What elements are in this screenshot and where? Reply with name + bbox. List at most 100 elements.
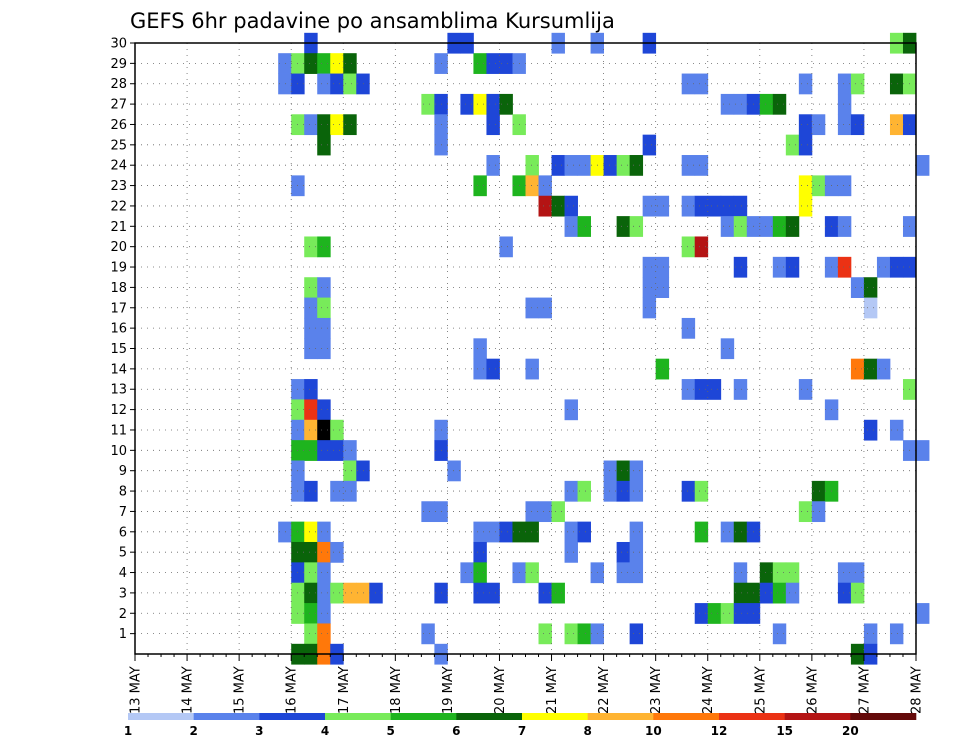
heatmap-cell (317, 277, 331, 298)
heatmap-cell (304, 297, 318, 319)
heatmap-cell (720, 603, 735, 624)
y-tick-label: 15 (110, 342, 127, 357)
heatmap-cell (538, 297, 552, 319)
heatmap-cell (525, 562, 539, 584)
legend-swatch (719, 713, 785, 720)
x-tick-label: 27 MAY (857, 666, 872, 714)
legend-label: 20 (842, 724, 859, 738)
legend-swatch (587, 713, 654, 720)
y-tick-label: 12 (110, 403, 127, 418)
heatmap-cell (304, 317, 318, 339)
heatmap-cell (577, 623, 591, 645)
heatmap-cell (577, 480, 591, 502)
y-tick-label: 30 (110, 37, 127, 52)
heatmap-cell (616, 541, 631, 563)
heatmap-cell (577, 216, 591, 237)
heatmap-cell (564, 541, 578, 563)
legend-label: 8 (583, 724, 591, 738)
heatmap-cell (486, 114, 500, 136)
heatmap-cell (551, 195, 565, 217)
heatmap-cell (798, 114, 813, 136)
heatmap-cell (850, 582, 865, 604)
heatmap-cell (798, 195, 813, 217)
heatmap-cell (694, 73, 709, 95)
x-tick-label: 28 MAY (910, 666, 925, 714)
heatmap-cell (629, 562, 644, 584)
heatmap-cell (681, 317, 696, 339)
heatmap-cell (642, 297, 657, 319)
heatmap-cell (369, 582, 383, 604)
heatmap-cell (343, 73, 357, 95)
heatmap-cell (759, 93, 774, 115)
heatmap-cell (694, 480, 709, 502)
heatmap-cell (304, 277, 318, 298)
heatmap-cell (629, 155, 644, 176)
heatmap-cell (916, 603, 930, 624)
heatmap-cell (863, 623, 878, 645)
heatmap-cell (889, 256, 904, 278)
heatmap-cell (486, 53, 500, 74)
heatmap-cell (278, 73, 292, 95)
heatmap-cell (330, 440, 344, 461)
heatmap-cell (785, 134, 800, 156)
y-tick-label: 18 (110, 281, 127, 296)
heatmap-cell (564, 623, 578, 645)
heatmap-cell (304, 419, 318, 441)
heatmap-cell (317, 440, 331, 461)
legend-label: 1 (124, 724, 132, 738)
x-axis-ticks: 13 MAY 14 MAY 15 MAY 16 MAY 17 MAY 18 MAY 19 M… (129, 654, 925, 714)
heatmap-cell (759, 582, 774, 604)
heatmap-cell (694, 379, 709, 400)
heatmap-cell (876, 358, 891, 380)
y-tick-label: 2 (119, 607, 127, 622)
heatmap-cell (733, 93, 748, 115)
heatmap-cell (304, 338, 318, 360)
heatmap-cell (317, 297, 331, 319)
heatmap-cell (447, 460, 461, 482)
heatmap-cell (564, 521, 578, 543)
heatmap-cell (694, 603, 709, 624)
heatmap-cell (694, 195, 709, 217)
x-tick-label: 15 MAY (233, 666, 248, 714)
heatmap-cell (772, 623, 787, 645)
heatmap-cell (499, 521, 513, 543)
heatmap-cell (330, 419, 344, 441)
y-tick-label: 11 (110, 423, 127, 438)
legend-swatch (653, 713, 720, 720)
heatmap-cell (304, 114, 318, 136)
legend-swatch (522, 713, 588, 720)
heatmap-cell (564, 155, 578, 176)
heatmap-cell (304, 521, 318, 543)
heatmap-cell (317, 582, 331, 604)
heatmap-cell (317, 317, 331, 339)
legend-swatch (390, 713, 457, 720)
heatmap-cell (681, 155, 696, 176)
heatmap-cell (720, 338, 735, 360)
x-tick-label: 14 MAY (181, 666, 196, 714)
heatmap-cell (317, 541, 331, 563)
heatmap-cell (343, 440, 357, 461)
heatmap-cell (837, 562, 852, 584)
heatmap-cell (837, 582, 852, 604)
legend-label: 6 (452, 724, 460, 738)
heatmap-cell (889, 73, 904, 95)
heatmap-cell (538, 623, 552, 645)
heatmap-cell (304, 623, 318, 645)
legend-label: 4 (321, 724, 329, 738)
heatmap-cell (525, 175, 539, 197)
legend-swatch (128, 713, 194, 720)
heatmap-cell (863, 419, 878, 441)
legend-swatch (259, 713, 326, 720)
heatmap-cell (330, 480, 344, 502)
color-legend: 1 2 3 4 5 6 7 8 10 12 15 20 (124, 713, 917, 738)
heatmap-cell (733, 603, 748, 624)
heatmap-cell (499, 53, 513, 74)
heatmap-cell (616, 480, 631, 502)
heatmap-cell (538, 175, 552, 197)
y-tick-label: 25 (110, 138, 127, 153)
x-tick-label: 13 MAY (129, 666, 144, 714)
heatmap-cell (863, 277, 878, 298)
heatmap-cell (304, 541, 318, 563)
legend-label: 5 (386, 724, 394, 738)
heatmap-cell (317, 623, 331, 645)
